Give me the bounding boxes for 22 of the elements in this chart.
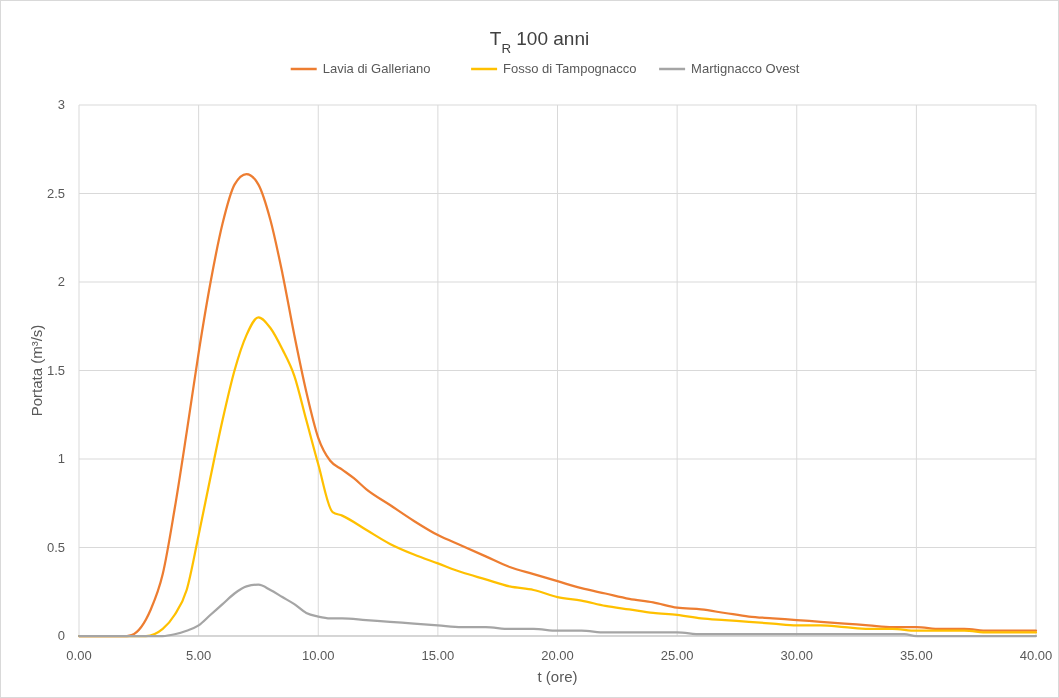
y-tick-label: 2.5 [46,185,65,201]
x-tick-label: 5.00 [185,648,212,663]
x-tick-label: 20.00 [541,648,574,663]
chart-title: T$_{R}$ 100 anni [489,28,590,56]
y-tick-label: 2 [57,274,65,289]
legend-label: Lavia di Galleriano [322,61,431,76]
legend-label: Martignacco Ovest [691,61,800,76]
x-tick-label: 40.00 [1019,648,1053,663]
x-tick-label: 30.00 [780,648,814,663]
y-axis-title: Portata (m³/s) [28,324,45,417]
x-tick-label: 15.00 [421,648,455,663]
y-tick-label: 3 [57,97,65,112]
x-tick-label: 35.00 [900,648,933,663]
y-tick-label: 0 [57,628,65,643]
y-tick-label: 1 [57,451,65,466]
x-tick-label: 25.00 [660,648,694,663]
x-tick-label: 10.00 [301,648,335,663]
y-tick-label: 0.5 [46,539,65,555]
y-tick-label: 1.5 [46,362,65,378]
x-tick-label: 0.00 [66,648,92,663]
legend-label: Fosso di Tampognacco [503,61,637,76]
x-axis-title: t (ore) [537,668,578,685]
